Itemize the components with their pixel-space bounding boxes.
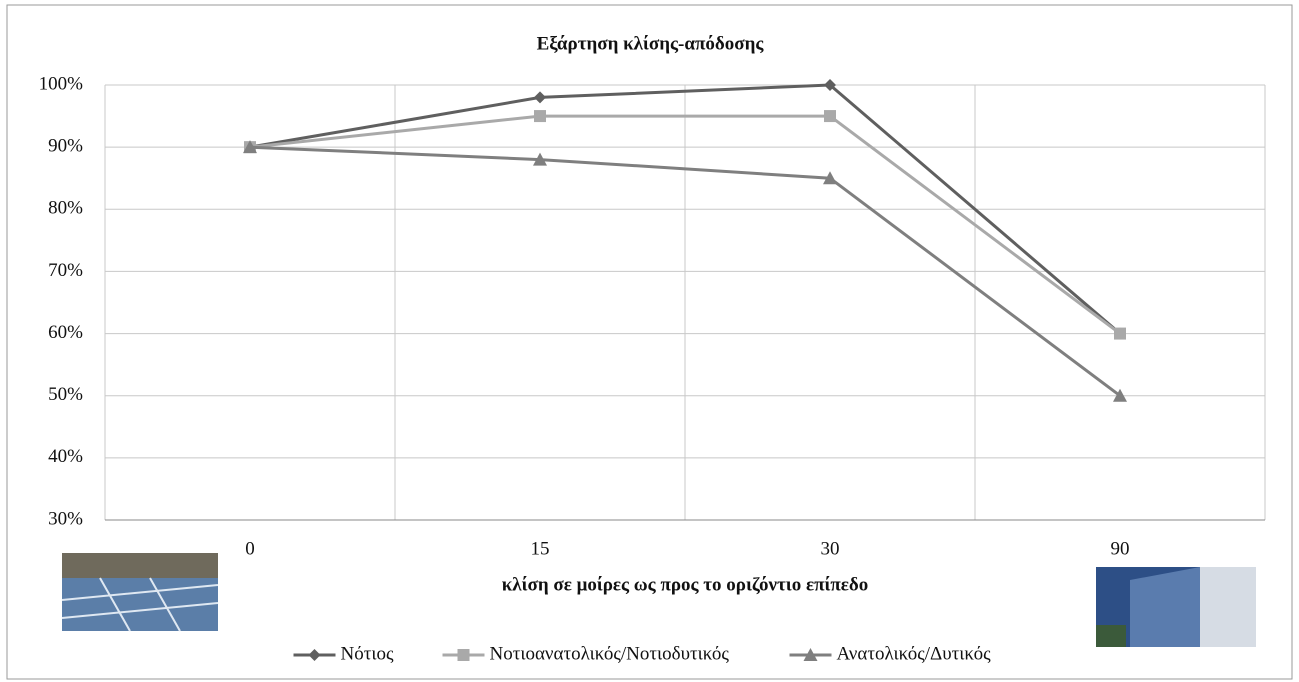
photo-right [1096, 567, 1256, 647]
y-tick-label: 90% [48, 136, 83, 157]
chart: Εξάρτηση κλίσης-απόδοσης κλίση σε μοίρες… [0, 0, 1299, 682]
legend-label: Νότιος [341, 643, 394, 664]
y-tick-label: 70% [48, 260, 83, 281]
y-tick-label: 80% [48, 198, 83, 219]
x-tick-label: 0 [245, 538, 255, 559]
marker [1114, 328, 1126, 340]
y-tick-label: 50% [48, 384, 83, 405]
y-tick-label: 60% [48, 322, 83, 343]
marker [534, 110, 546, 122]
marker [824, 110, 836, 122]
legend-label: Νοτιοανατολικός/Νοτιοδυτικός [490, 643, 730, 664]
legend-marker [458, 649, 470, 661]
photo-left [62, 553, 218, 631]
x-axis-label: κλίση σε μοίρες ως προς το οριζόντιο επί… [502, 574, 869, 595]
x-tick-label: 30 [821, 538, 840, 559]
x-tick-label: 15 [531, 538, 550, 559]
page: Εξάρτηση κλίσης-απόδοσης κλίση σε μοίρες… [0, 0, 1299, 682]
x-tick-label: 90 [1111, 538, 1130, 559]
chart-title: Εξάρτηση κλίσης-απόδοσης [537, 33, 765, 54]
legend-label: Ανατολικός/Δυτικός [837, 643, 992, 664]
y-tick-label: 100% [39, 73, 84, 94]
y-tick-label: 40% [48, 446, 83, 467]
y-tick-label: 30% [48, 508, 83, 529]
